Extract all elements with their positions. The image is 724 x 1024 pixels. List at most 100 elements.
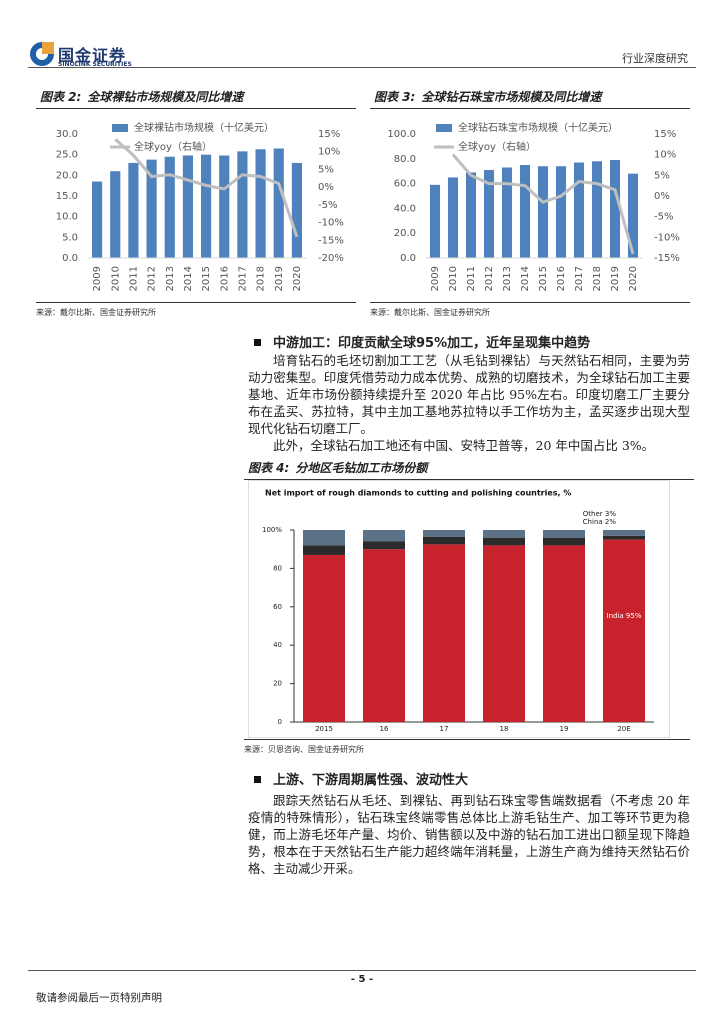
x-tick-label: 2011 <box>128 266 139 291</box>
bar <box>483 169 495 258</box>
bar <box>128 162 139 258</box>
chart: Net import of rough diamonds to cutting … <box>248 480 670 738</box>
bar-segment <box>483 537 525 546</box>
y-tick-label: 0 <box>278 718 282 726</box>
header-rule <box>28 67 696 68</box>
bar <box>555 166 567 258</box>
x-tick-label: 2015 <box>315 725 333 733</box>
chart-source: 来源：戴尔比斯、国金证券研究所 <box>36 302 356 318</box>
x-tick-label: 2020 <box>292 266 303 291</box>
chart-caption: 图表 3: 全球钻石珠宝市场规模及同比增速 <box>370 88 690 109</box>
legend-swatch <box>436 124 452 132</box>
bar <box>237 151 248 258</box>
x-tick-label: 2009 <box>92 266 103 291</box>
x-tick-label: 2012 <box>484 266 495 291</box>
bar <box>182 155 194 258</box>
y-tick-label: 5.0 <box>62 232 78 243</box>
chart-caption: 图表 2: 全球裸钻市场规模及同比增速 <box>36 88 356 109</box>
legend-label: 全球yoy（右轴） <box>458 140 536 153</box>
bar <box>591 161 603 258</box>
bar <box>627 173 639 258</box>
bar-segment <box>423 530 465 537</box>
annotation: India 95% <box>607 612 642 620</box>
section-heading: 上游、下游周期属性强、波动性大 <box>248 769 690 788</box>
chart-subtitle: Net import of rough diamonds to cutting … <box>265 489 571 498</box>
y2-tick-label: -10% <box>654 232 680 243</box>
chart-caption: 图表 4: 分地区毛钻加工市场份额 <box>244 459 694 480</box>
y2-tick-label: 0% <box>654 191 670 202</box>
bar-segment <box>303 545 345 555</box>
x-tick-label: 2016 <box>556 266 567 291</box>
bar <box>273 148 284 258</box>
x-tick-label: 2009 <box>430 266 441 291</box>
section-heading: 中游加工：印度贡献全球95%加工，近年呈现集中趋势 <box>248 332 690 351</box>
footer-rule <box>28 970 696 971</box>
annotation: Other 3% <box>583 510 617 518</box>
bar-segment <box>543 530 585 538</box>
bar <box>519 165 531 258</box>
x-tick-label: 2011 <box>466 266 477 291</box>
bar <box>291 162 303 258</box>
y2-tick-label: -10% <box>318 218 344 229</box>
y-tick-label: 10.0 <box>56 212 78 223</box>
x-tick-label: 17 <box>440 725 449 733</box>
logo-cn: 国金证券 <box>58 46 127 65</box>
chart-source: 来源：贝恩咨询、国金证券研究所 <box>244 739 690 755</box>
x-tick-label: 2020 <box>628 266 639 291</box>
y2-tick-label: -15% <box>654 253 680 264</box>
x-tick-label: 2019 <box>610 266 621 291</box>
annotation: China 2% <box>583 518 617 526</box>
y-tick-label: 20.0 <box>56 170 78 181</box>
caption-title: 全球裸钻市场规模及同比增速 <box>87 90 244 104</box>
y2-tick-label: -20% <box>318 253 344 264</box>
x-tick-label: 16 <box>380 725 389 733</box>
bar <box>200 154 212 258</box>
bar-segment <box>363 549 405 722</box>
y-tick-label: 20.0 <box>394 228 416 239</box>
y2-tick-label: 5% <box>654 170 670 181</box>
y-tick-label: 25.0 <box>56 150 78 161</box>
bar-segment <box>423 536 465 545</box>
bar-segment <box>483 545 525 722</box>
legend-swatch <box>112 124 128 132</box>
chart: 0.0 20.0 40.0 60.0 80.0 100.0 -15% -10% -5% 0% 5% 1… <box>387 121 680 291</box>
caption-label: 图表 3: <box>374 90 416 104</box>
bar-segment <box>363 530 405 542</box>
bar-segment <box>303 554 345 722</box>
caption-title: 分地区毛钻加工市场份额 <box>295 461 428 475</box>
bar <box>255 149 266 258</box>
y2-tick-label: -5% <box>318 200 337 211</box>
x-tick-label: 19 <box>560 725 569 733</box>
y-tick-label: 15.0 <box>56 191 78 202</box>
x-tick-label: 2018 <box>592 266 603 291</box>
x-tick-label: 2018 <box>256 266 267 291</box>
legend-label: 全球钻石珠宝市场规模（十亿美元） <box>458 121 618 134</box>
bar-segment <box>543 537 585 546</box>
x-tick-label: 2016 <box>219 266 230 291</box>
report-type: 行业深度研究 <box>622 52 688 65</box>
y-tick-label: 80.0 <box>394 154 416 165</box>
chart: 0.0 5.0 10.0 15.0 20.0 25.0 30.0 -20% -15% -10% -5… <box>56 121 344 291</box>
page-number: - 5 - <box>350 974 374 985</box>
x-tick-label: 2014 <box>520 266 531 291</box>
y-tick-label: 0.0 <box>62 253 78 264</box>
x-tick-label: 2015 <box>201 266 212 291</box>
bar <box>501 167 513 258</box>
y2-tick-label: 0% <box>318 182 334 193</box>
bar-segment <box>423 544 465 722</box>
disclaimer: 敬请参阅最后一页特别声明 <box>36 992 162 1004</box>
bar <box>465 172 477 258</box>
x-tick-label: 2019 <box>274 266 285 291</box>
bar-segment <box>483 530 525 538</box>
y-tick-label: 20 <box>273 680 282 688</box>
logo-en: SINOLINK SECURITIES <box>58 61 132 68</box>
bar-segment <box>543 545 585 722</box>
y2-tick-label: -15% <box>318 235 344 246</box>
y-tick-label: 60.0 <box>394 179 416 190</box>
bar <box>573 162 585 258</box>
bar-segment <box>363 541 405 550</box>
bar-segment <box>603 535 645 540</box>
line <box>451 153 635 255</box>
x-tick-label: 20E <box>617 725 630 733</box>
